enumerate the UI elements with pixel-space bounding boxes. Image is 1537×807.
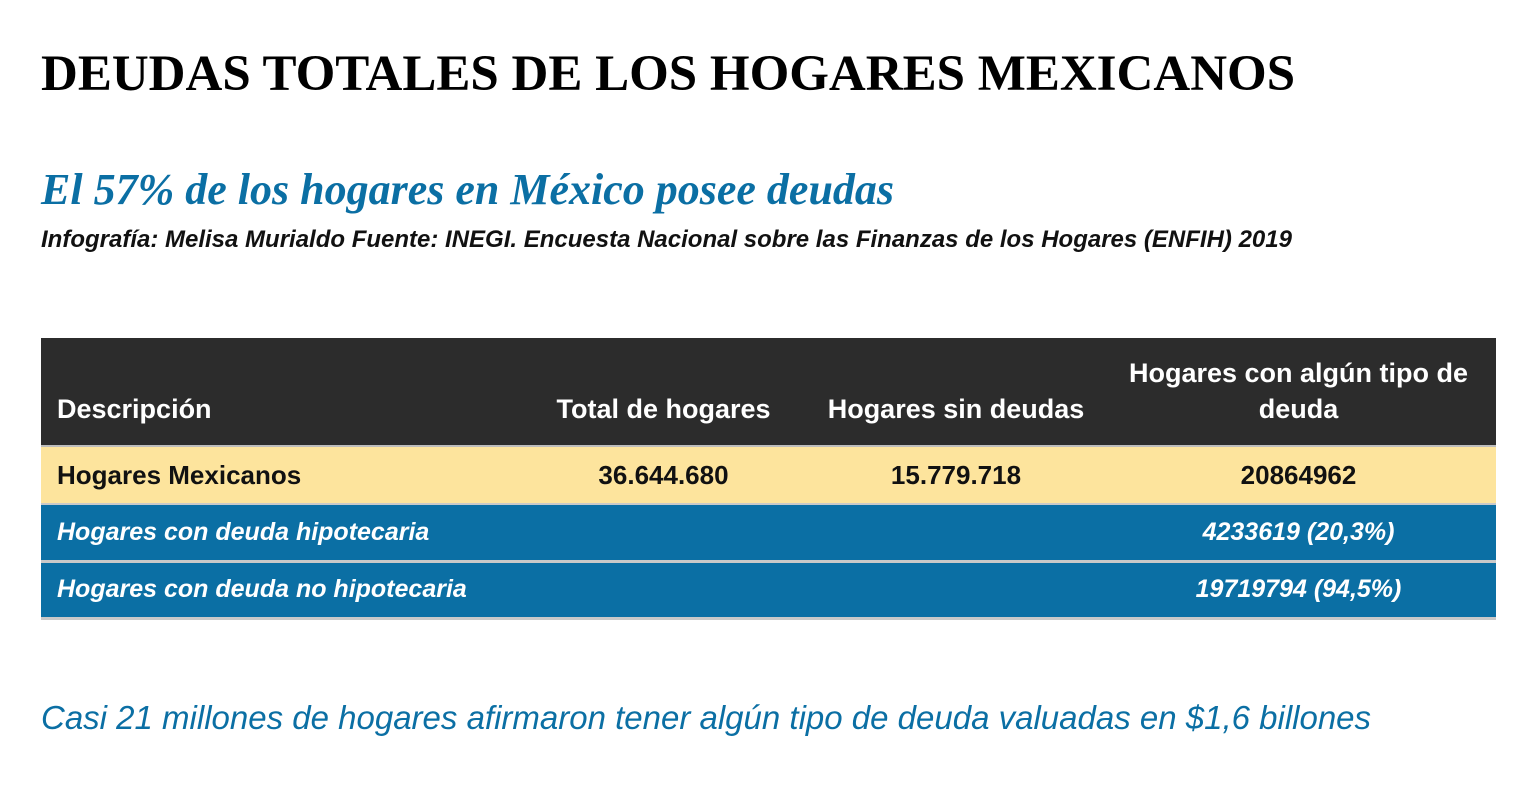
table-cell: Hogares Mexicanos <box>41 446 516 505</box>
table-cell <box>516 504 811 563</box>
source-credit: Infografía: Melisa Murialdo Fuente: INEG… <box>41 226 1292 253</box>
table-row: Hogares con deuda hipotecaria 4233619 (2… <box>41 504 1496 563</box>
table-cell: Hogares con deuda no hipotecaria <box>41 561 516 620</box>
table-cell: 4233619 (20,3%) <box>1101 504 1496 563</box>
column-header-sin-deudas: Hogares sin deudas <box>811 338 1101 447</box>
column-header-total-hogares: Total de hogares <box>516 338 811 447</box>
table-cell <box>516 561 811 620</box>
table-cell: 20864962 <box>1101 446 1496 505</box>
debt-table: Descripción Total de hogares Hogares sin… <box>41 338 1496 620</box>
table-cell <box>811 504 1101 563</box>
table-header-row: Descripción Total de hogares Hogares sin… <box>41 338 1496 447</box>
table-cell: 15.779.718 <box>811 446 1101 505</box>
table-cell: 36.644.680 <box>516 446 811 505</box>
column-header-con-deuda: Hogares con algún tipo de deuda <box>1101 338 1496 447</box>
column-header-descripcion: Descripción <box>41 338 516 447</box>
page-title: DEUDAS TOTALES DE LOS HOGARES MEXICANOS <box>41 46 1296 102</box>
table-row: Hogares Mexicanos 36.644.680 15.779.718 … <box>41 446 1496 505</box>
table-cell: Hogares con deuda hipotecaria <box>41 504 516 563</box>
table-cell <box>811 561 1101 620</box>
table-cell: 19719794 (94,5%) <box>1101 561 1496 620</box>
chart-subtitle: El 57% de los hogares en México posee de… <box>41 165 895 214</box>
table-row: Hogares con deuda no hipotecaria 1971979… <box>41 561 1496 620</box>
summary-note: Casi 21 millones de hogares afirmaron te… <box>41 699 1372 736</box>
